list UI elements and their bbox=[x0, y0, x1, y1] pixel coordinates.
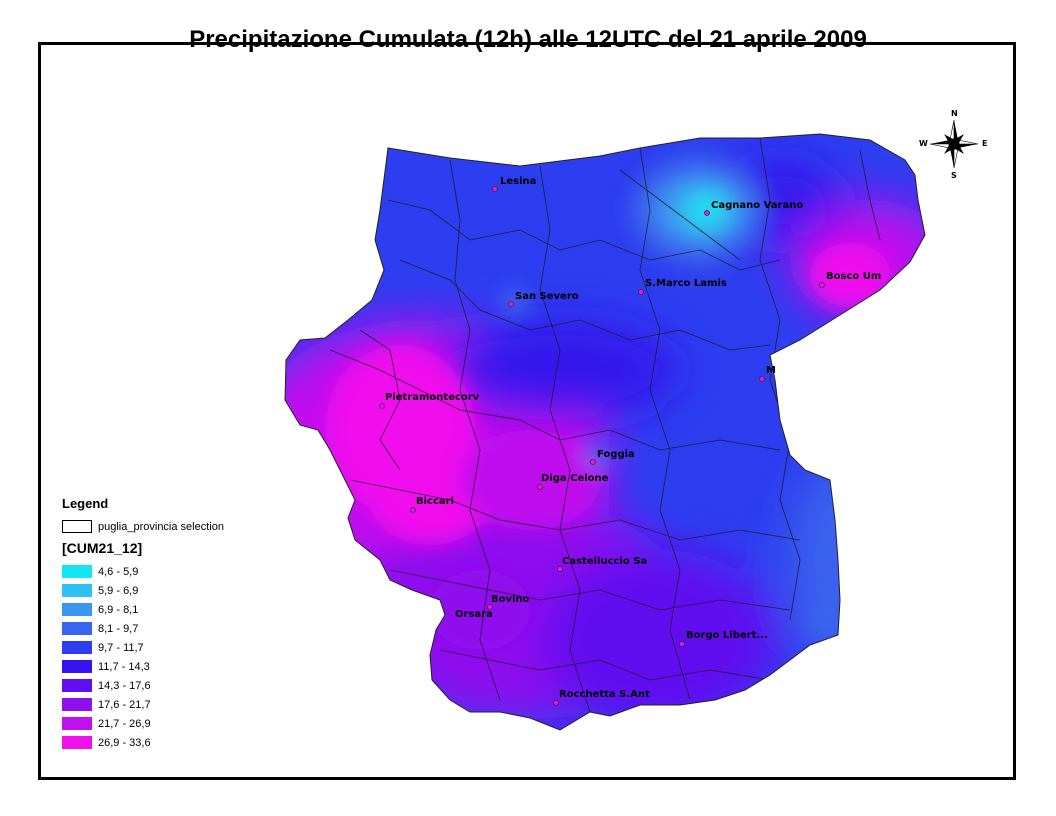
compass-s: S bbox=[951, 171, 957, 180]
legend-swatch bbox=[62, 622, 92, 635]
place-castelluccio-sa: Castelluccio Sa bbox=[557, 556, 647, 572]
region-outline bbox=[284, 133, 926, 731]
legend-field-name: [CUM21_12] bbox=[62, 540, 143, 556]
place-bosco-um: Bosco Um bbox=[819, 271, 881, 288]
legend-class-label: 8,1 - 9,7 bbox=[98, 622, 139, 635]
legend-class-label: 5,9 - 6,9 bbox=[98, 584, 139, 597]
legend-class-label: 26,9 - 33,6 bbox=[98, 736, 151, 749]
place-label: Cagnano Varano bbox=[711, 200, 803, 211]
legend-class-row: 6,9 - 8,1 bbox=[62, 600, 302, 619]
legend-class-label: 14,3 - 17,6 bbox=[98, 679, 151, 692]
legend-class-row: 9,7 - 11,7 bbox=[62, 638, 302, 657]
place-label: Biccari bbox=[416, 496, 454, 507]
legend-class-row: 26,9 - 33,6 bbox=[62, 733, 302, 752]
place-orsara: Orsara bbox=[455, 609, 493, 620]
legend-class-row: 4,6 - 5,9 bbox=[62, 562, 302, 581]
place-label: Rocchetta S.Ant bbox=[559, 689, 650, 700]
legend-class-row: 21,7 - 26,9 bbox=[62, 714, 302, 733]
place-label: Bosco Um bbox=[826, 271, 881, 282]
legend-class-label: 21,7 - 26,9 bbox=[98, 717, 151, 730]
place-label: M bbox=[766, 365, 776, 376]
place-diga-celone: Diga Celone bbox=[537, 473, 609, 490]
legend: Legend puglia_provincia selection [CUM21… bbox=[62, 496, 302, 752]
legend-class-row: 5,9 - 6,9 bbox=[62, 581, 302, 600]
legend-class-row: 17,6 - 21,7 bbox=[62, 695, 302, 714]
legend-classes: 4,6 - 5,9 5,9 - 6,9 6,9 - 8,1 8,1 - 9,7 9,7 … bbox=[62, 562, 302, 752]
place-foggia: Foggia bbox=[590, 449, 635, 465]
legend-layer-row: puglia_provincia selection bbox=[62, 517, 302, 536]
precipitation-field bbox=[285, 134, 925, 730]
place-label: Borgo Libert... bbox=[686, 630, 768, 641]
place-label: Foggia bbox=[597, 449, 635, 460]
legend-swatch bbox=[62, 584, 92, 597]
place-label: S.Marco Lamis bbox=[645, 278, 727, 289]
legend-swatch bbox=[62, 565, 92, 578]
place-san-severo: San Severo bbox=[508, 291, 579, 307]
place-label: Pietramontecorv bbox=[385, 392, 480, 403]
legend-class-label: 9,7 - 11,7 bbox=[98, 641, 144, 654]
legend-swatch bbox=[62, 603, 92, 616]
legend-swatch bbox=[62, 679, 92, 692]
place-label: Orsara bbox=[455, 609, 493, 620]
legend-class-label: 17,6 - 21,7 bbox=[98, 698, 151, 711]
legend-class-row: 8,1 - 9,7 bbox=[62, 619, 302, 638]
legend-class-label: 11,7 - 14,3 bbox=[98, 660, 150, 673]
legend-swatch bbox=[62, 736, 92, 749]
place-markers: Lesina Cagnano Varano San Severo S.Marco… bbox=[379, 176, 881, 706]
legend-class-row: 14,3 - 17,6 bbox=[62, 676, 302, 695]
legend-swatch bbox=[62, 717, 92, 730]
place-cagnano-varano: Cagnano Varano bbox=[704, 200, 803, 216]
place-lesina: Lesina bbox=[492, 176, 536, 192]
place-label: Bovino bbox=[491, 594, 530, 605]
place-pietramontecorv: Pietramontecorv bbox=[379, 392, 480, 409]
compass-e: E bbox=[982, 139, 987, 148]
place-bovino: Bovino bbox=[487, 594, 530, 610]
map-title: Precipitazione Cumulata (12h) alle 12UTC… bbox=[189, 26, 867, 53]
place-biccari: Biccari bbox=[410, 496, 454, 513]
place-label: San Severo bbox=[515, 291, 579, 302]
legend-class-row: 11,7 - 14,3 bbox=[62, 657, 302, 676]
place-borgo-liberta: Borgo Libert... bbox=[679, 630, 768, 647]
legend-swatch bbox=[62, 698, 92, 711]
legend-swatch bbox=[62, 660, 92, 673]
place-s-marco-lamis: S.Marco Lamis bbox=[638, 278, 727, 295]
compass-w: W bbox=[919, 139, 928, 148]
legend-swatch bbox=[62, 641, 92, 654]
legend-layer-label: puglia_provincia selection bbox=[98, 520, 224, 533]
legend-title: Legend bbox=[62, 496, 109, 511]
place-m: M bbox=[759, 365, 776, 382]
compass-n: N bbox=[951, 109, 958, 118]
layer-swatch bbox=[62, 520, 92, 533]
legend-class-label: 4,6 - 5,9 bbox=[98, 565, 139, 578]
place-label: Lesina bbox=[500, 176, 536, 187]
place-rocchetta-s-ant: Rocchetta S.Ant bbox=[553, 689, 650, 706]
place-label: Diga Celone bbox=[541, 473, 609, 484]
legend-class-label: 6,9 - 8,1 bbox=[98, 603, 139, 616]
place-label: Castelluccio Sa bbox=[562, 556, 647, 567]
compass-rose-icon: N S E W bbox=[919, 109, 987, 180]
